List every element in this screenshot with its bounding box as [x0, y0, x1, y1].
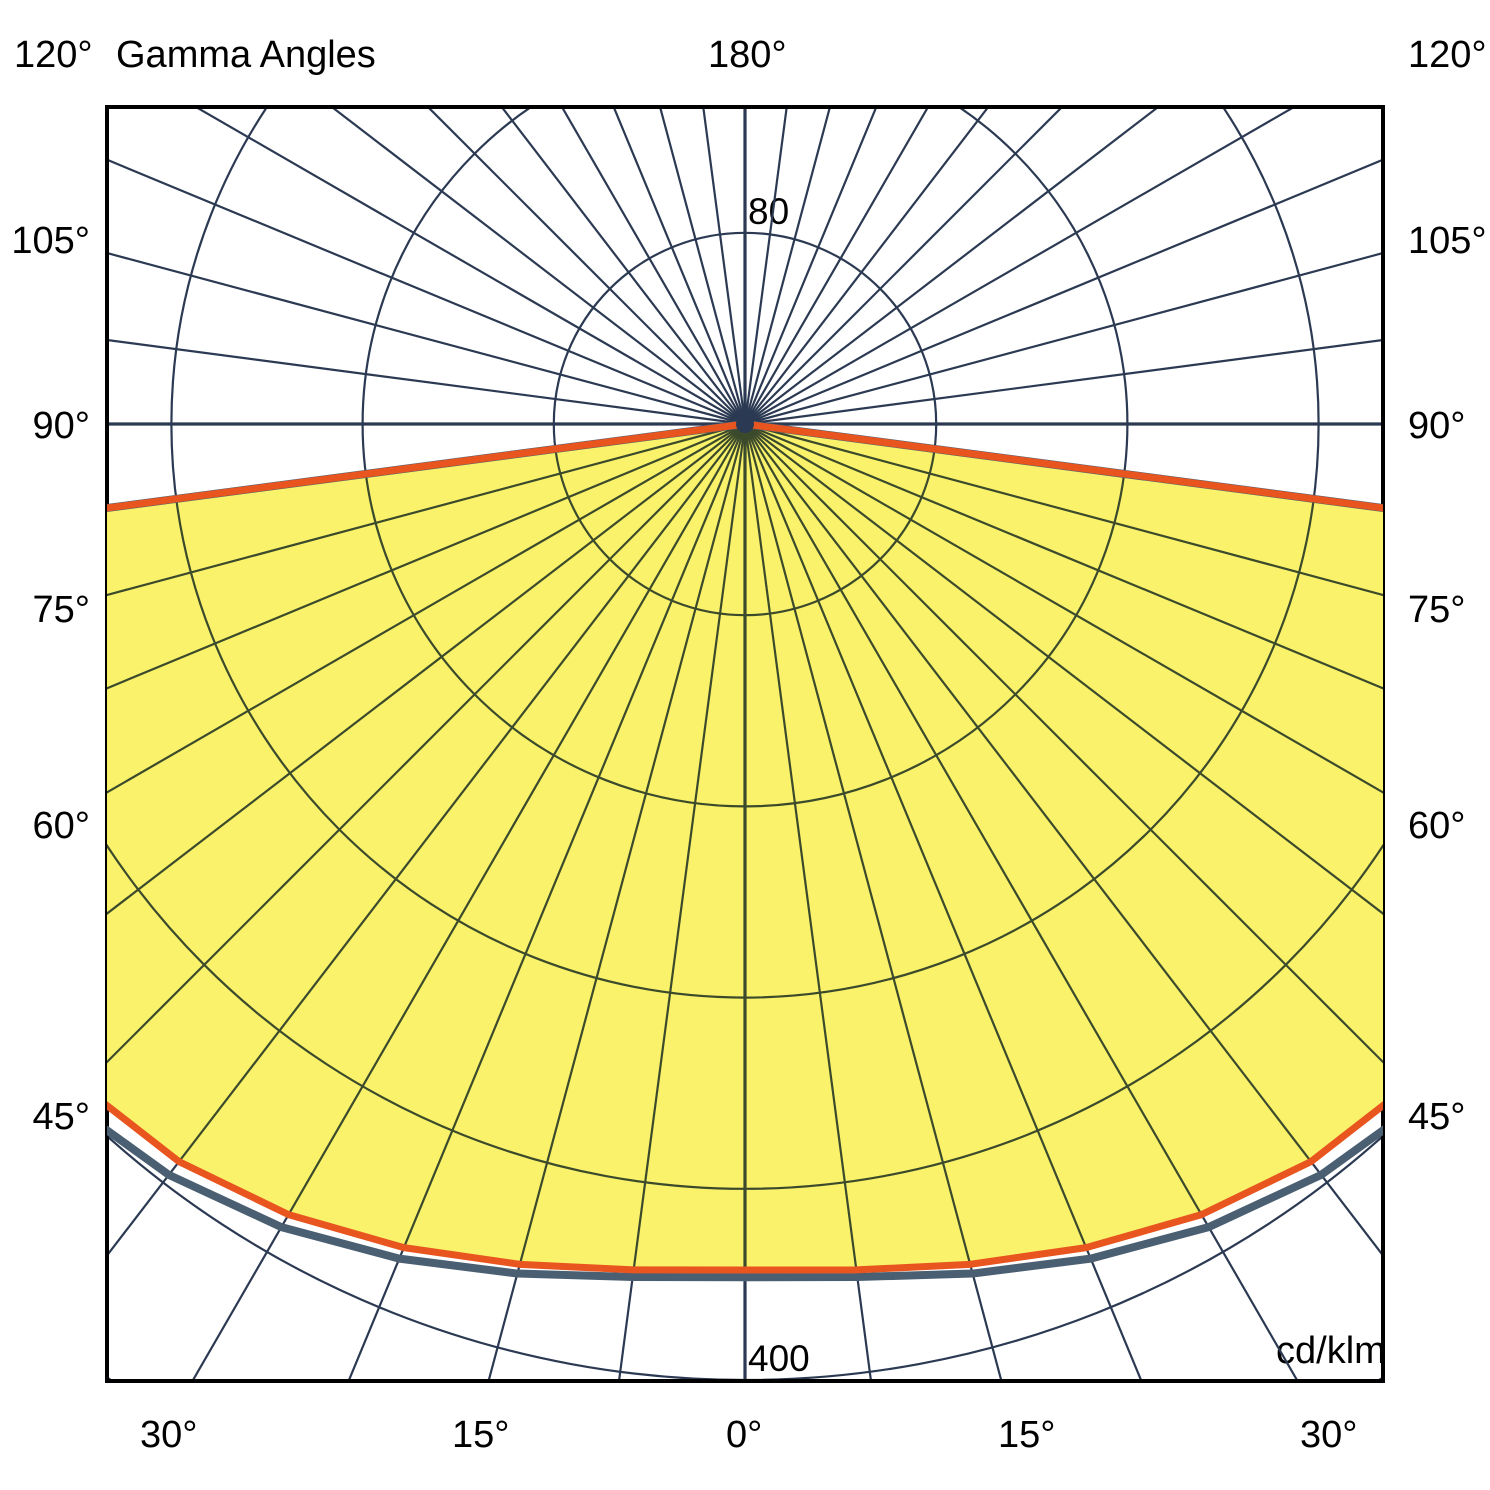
- grid-spoke: [744, 424, 1383, 1271]
- grid-spoke: [744, 424, 1383, 1271]
- axis-label-bottom-15-right: 15°: [998, 1414, 1056, 1456]
- grid-spoke: [744, 107, 930, 425]
- grid-spoke: [107, 424, 746, 1271]
- radial-label-80-upper: 80: [748, 191, 790, 232]
- grid-spoke: [744, 107, 990, 425]
- grid-spoke: [744, 424, 1383, 426]
- grid-spoke: [744, 158, 1383, 426]
- page-title: Gamma Angles: [116, 34, 376, 76]
- axis-label-top-center: 180°: [708, 34, 787, 76]
- radial-label-400: 400: [748, 1338, 810, 1379]
- grid-spoke: [744, 424, 1383, 1271]
- axis-label-right-60: 60°: [1408, 805, 1466, 847]
- grid-spoke: [426, 107, 746, 425]
- grid-spoke: [744, 107, 1160, 425]
- grid-ring: [107, 424, 1383, 1190]
- axis-label-left-75: 75°: [32, 589, 90, 631]
- grid-spoke: [560, 107, 746, 425]
- grid-spoke: [744, 251, 1383, 426]
- pole-marker: [736, 415, 754, 433]
- axis-label-left-90: 90°: [32, 405, 90, 447]
- axis-label-top-right: 120°: [1408, 34, 1487, 76]
- grid-spoke: [107, 424, 746, 1271]
- grid-spoke: [330, 107, 746, 425]
- axis-label-bottom-0: 0°: [726, 1414, 763, 1456]
- axis-label-right-90: 90°: [1408, 405, 1466, 447]
- grid-spoke: [744, 424, 1383, 1271]
- grid-spoke: [743, 424, 984, 1271]
- grid-spoke: [744, 107, 1297, 425]
- axis-label-left-45: 45°: [32, 1096, 90, 1138]
- grid-spoke: [744, 424, 1383, 1271]
- grid-spoke: [658, 107, 747, 425]
- axis-label-left-105: 105°: [11, 220, 90, 262]
- grid-spoke: [743, 424, 1383, 425]
- grid-spoke: [744, 424, 1383, 1121]
- grid-spoke: [744, 107, 1064, 425]
- grid-spoke: [107, 424, 747, 425]
- grid-spoke: [743, 107, 788, 425]
- axis-label-right-75: 75°: [1408, 589, 1466, 631]
- grid-spoke: [743, 107, 878, 425]
- grid-spoke: [107, 338, 746, 426]
- units-label: cd/klm: [1276, 1330, 1386, 1372]
- grid-spoke: [612, 107, 747, 425]
- grid-spoke: [107, 424, 746, 896]
- grid-spoke: [744, 338, 1383, 426]
- grid-spoke: [107, 158, 746, 426]
- axis-label-bottom-30-right: 30°: [1300, 1414, 1358, 1456]
- grid-spoke: [107, 424, 746, 1271]
- grid-spoke: [107, 424, 746, 426]
- grid-spoke: [500, 107, 746, 425]
- grid-spoke: [743, 107, 832, 425]
- grid-spoke: [506, 424, 747, 1271]
- axis-label-right-45: 45°: [1408, 1096, 1466, 1138]
- grid-spoke: [273, 424, 747, 1271]
- grid-ring: [361, 424, 1129, 808]
- grid-spoke: [107, 424, 746, 1121]
- axis-label-right-105: 105°: [1408, 220, 1487, 262]
- grid-spoke: [702, 107, 747, 425]
- grid-spoke: [193, 107, 746, 425]
- axis-label-bottom-15-left: 15°: [452, 1414, 510, 1456]
- grid-spoke: [107, 251, 746, 426]
- grid-spoke: [107, 424, 746, 1271]
- grid-spoke: [744, 424, 1383, 896]
- axis-label-bottom-30-left: 30°: [140, 1414, 198, 1456]
- grid-ring: [170, 424, 1320, 999]
- grid-spoke: [743, 424, 1217, 1271]
- grid-spoke: [107, 424, 746, 1271]
- axis-label-left-60: 60°: [32, 805, 90, 847]
- grid-ring: [552, 424, 938, 617]
- axis-label-top-left: 120°: [14, 34, 93, 76]
